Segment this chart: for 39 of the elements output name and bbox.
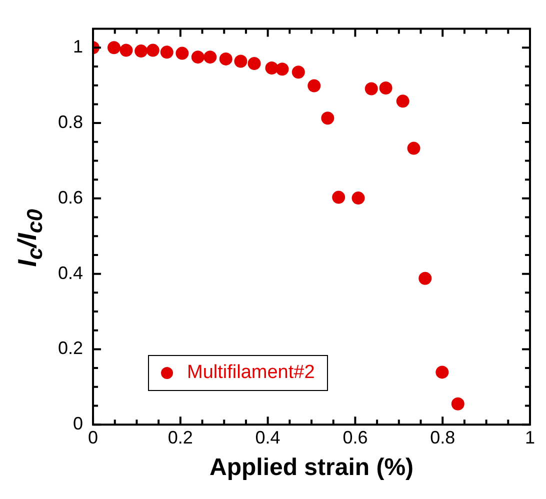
point — [308, 79, 321, 92]
point — [379, 81, 392, 94]
x-tick-label: 0.2 — [168, 427, 193, 448]
y-tick-label: 0.4 — [58, 262, 84, 283]
point — [134, 44, 148, 58]
y-tick-label: 0.8 — [58, 112, 84, 132]
point — [292, 66, 305, 79]
y-tick-label: 1 — [73, 36, 84, 57]
point — [204, 50, 217, 64]
x-axis-title: Applied strain (%) — [210, 454, 414, 482]
point — [120, 44, 133, 57]
legend-label: Multifilament#2 — [187, 362, 315, 384]
x-tick-label: 1 — [524, 427, 535, 448]
point — [234, 54, 248, 68]
point — [451, 397, 464, 410]
point — [191, 50, 204, 64]
point — [364, 82, 378, 96]
point — [418, 272, 432, 285]
point — [146, 44, 160, 57]
y-tick-label: 0 — [73, 414, 84, 434]
point — [436, 366, 449, 379]
x-tick-label: 0 — [88, 427, 98, 448]
point — [396, 94, 410, 108]
point — [248, 56, 261, 70]
point — [332, 190, 346, 204]
point — [276, 62, 289, 76]
x-tick-label: 0.4 — [255, 427, 280, 448]
point — [265, 62, 278, 75]
point — [321, 112, 334, 125]
point — [352, 192, 365, 205]
point — [176, 46, 189, 60]
y-tick-label: 0.6 — [58, 187, 84, 208]
point — [219, 52, 232, 66]
point — [107, 41, 120, 54]
point — [160, 46, 174, 59]
x-tick-label: 0.6 — [342, 427, 368, 448]
x-tick-label: 0.8 — [430, 427, 456, 448]
point — [407, 142, 420, 155]
y-tick-label: 0.2 — [58, 338, 84, 358]
